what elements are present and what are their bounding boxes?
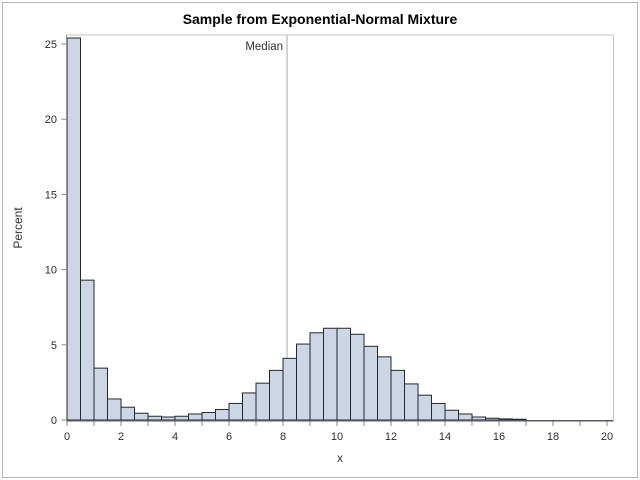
histogram-bar <box>485 417 500 421</box>
histogram-bar <box>215 408 230 421</box>
histogram-bar <box>417 394 433 421</box>
histogram-bar <box>377 356 392 421</box>
histogram-bar <box>120 406 136 421</box>
histogram-bar <box>93 367 109 421</box>
histogram-bar <box>107 398 122 421</box>
histogram-bar <box>350 333 365 421</box>
x-tick-label: 4 <box>172 431 178 443</box>
histogram-bar <box>390 369 406 421</box>
histogram-bar <box>323 327 338 421</box>
histogram-bar <box>174 415 190 421</box>
x-tick-label: 18 <box>547 431 559 443</box>
y-tick-label: 25 <box>45 39 57 51</box>
histogram-bar <box>66 37 82 421</box>
histogram-bar <box>228 402 244 421</box>
y-tick-label: 20 <box>45 114 57 126</box>
x-tick-label: 8 <box>280 431 286 443</box>
histogram-bar <box>444 409 460 421</box>
histogram-bar <box>80 279 95 421</box>
histogram-bar <box>269 369 284 421</box>
chart-title: Sample from Exponential-Normal Mixture <box>182 11 458 27</box>
x-tick-label: 14 <box>439 431 451 443</box>
histogram-bar <box>282 357 298 421</box>
histogram-bar <box>188 413 203 421</box>
histogram-bar <box>134 412 149 421</box>
histogram-bar <box>336 327 352 421</box>
x-tick-label: 16 <box>493 431 505 443</box>
y-tick-label: 5 <box>51 340 57 352</box>
y-tick-label: 15 <box>45 189 57 201</box>
histogram-bar <box>431 402 446 421</box>
histogram-bar <box>404 383 419 421</box>
y-tick-label: 10 <box>45 265 57 277</box>
y-tick-label: 0 <box>51 415 57 427</box>
x-axis-title: x <box>337 451 343 465</box>
x-tick-label: 6 <box>226 431 232 443</box>
histogram-bar <box>255 382 271 421</box>
x-tick-label: 10 <box>331 431 343 443</box>
histogram-bar <box>309 332 325 421</box>
histogram-bar <box>201 411 217 421</box>
histogram-bar <box>242 392 257 421</box>
histogram-bar <box>161 416 176 421</box>
histogram-bar <box>458 413 473 421</box>
histogram-bar <box>498 418 514 421</box>
x-tick-label: 20 <box>601 431 613 443</box>
histogram-bar <box>147 415 163 421</box>
histogram-bar <box>363 345 379 421</box>
x-tick-label: 2 <box>118 431 124 443</box>
x-tick-label: 0 <box>64 431 70 443</box>
histogram-bar <box>512 418 527 421</box>
histogram-bar <box>296 343 311 421</box>
x-tick-label: 12 <box>385 431 397 443</box>
median-refline-label: Median <box>245 41 283 53</box>
histogram-bar <box>471 416 487 421</box>
